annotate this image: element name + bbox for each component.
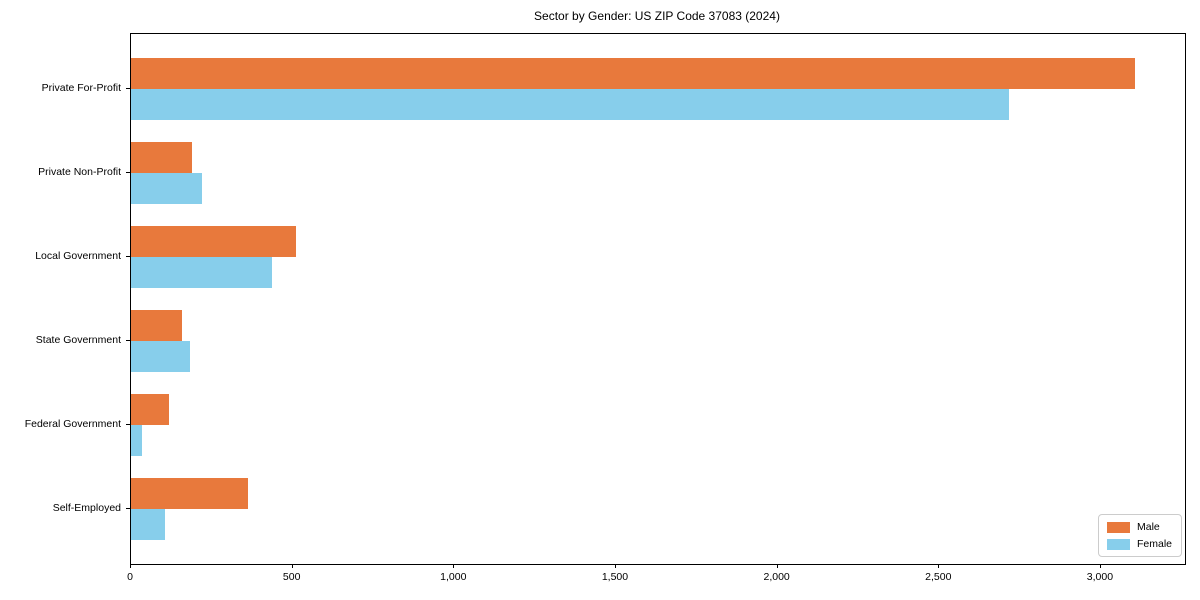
bar-male-private-non-profit <box>131 142 193 173</box>
bar-male-local-government <box>131 226 296 257</box>
bar-female-local-government <box>131 257 272 288</box>
legend-label-male: Male <box>1136 521 1160 533</box>
bar-female-private-non-profit <box>131 173 203 204</box>
x-tick-mark <box>130 564 131 568</box>
x-tick-label-3000: 3,000 <box>1086 571 1114 583</box>
y-tick-label-state-government: State Government <box>35 334 121 346</box>
x-tick-mark <box>1099 564 1101 568</box>
y-tick-mark <box>126 424 130 425</box>
bar-male-self-employed <box>131 478 249 509</box>
bar-male-private-for-profit <box>131 58 1135 89</box>
bar-female-federal-government <box>131 425 142 456</box>
y-tick-mark <box>126 340 130 341</box>
x-tick-mark <box>614 564 616 568</box>
x-tick-mark <box>938 564 940 568</box>
chart-title: Sector by Gender: US ZIP Code 37083 (202… <box>534 9 780 23</box>
bar-female-state-government <box>131 341 191 372</box>
legend-swatch-female <box>1106 538 1130 550</box>
legend-label-female: Female <box>1136 538 1172 550</box>
bar-female-private-for-profit <box>131 89 1009 120</box>
bar-male-federal-government <box>131 394 169 425</box>
bar-male-state-government <box>131 310 183 341</box>
y-tick-mark <box>126 88 130 89</box>
x-tick-label-1000: 1,000 <box>440 571 467 583</box>
bar-female-self-employed <box>131 509 165 540</box>
legend-item-male: Male <box>1106 521 1172 533</box>
y-tick-mark <box>126 508 130 509</box>
y-tick-label-federal-government: Federal Government <box>24 418 121 430</box>
x-tick-label-1500: 1,500 <box>601 571 629 583</box>
y-tick-mark <box>126 172 130 173</box>
x-tick-mark <box>776 564 778 568</box>
y-tick-mark <box>126 256 130 257</box>
x-tick-mark <box>453 564 455 568</box>
x-tick-label-2500: 2,500 <box>925 571 952 583</box>
y-tick-label-private-for-profit: Private For-Profit <box>41 82 121 94</box>
x-tick-mark <box>291 564 293 568</box>
legend-swatch-male <box>1106 521 1130 533</box>
x-tick-label-0: 0 <box>127 571 133 583</box>
legend-item-female: Female <box>1106 538 1172 550</box>
x-tick-label-500: 500 <box>282 571 301 583</box>
y-tick-label-self-employed: Self-Employed <box>52 502 121 514</box>
x-tick-label-2000: 2,000 <box>763 571 790 583</box>
legend: Male Female <box>1097 514 1182 557</box>
y-tick-label-local-government: Local Government <box>35 250 121 262</box>
y-tick-label-private-non-profit: Private Non-Profit <box>38 166 121 178</box>
plot-area: Male Female <box>130 33 1186 565</box>
